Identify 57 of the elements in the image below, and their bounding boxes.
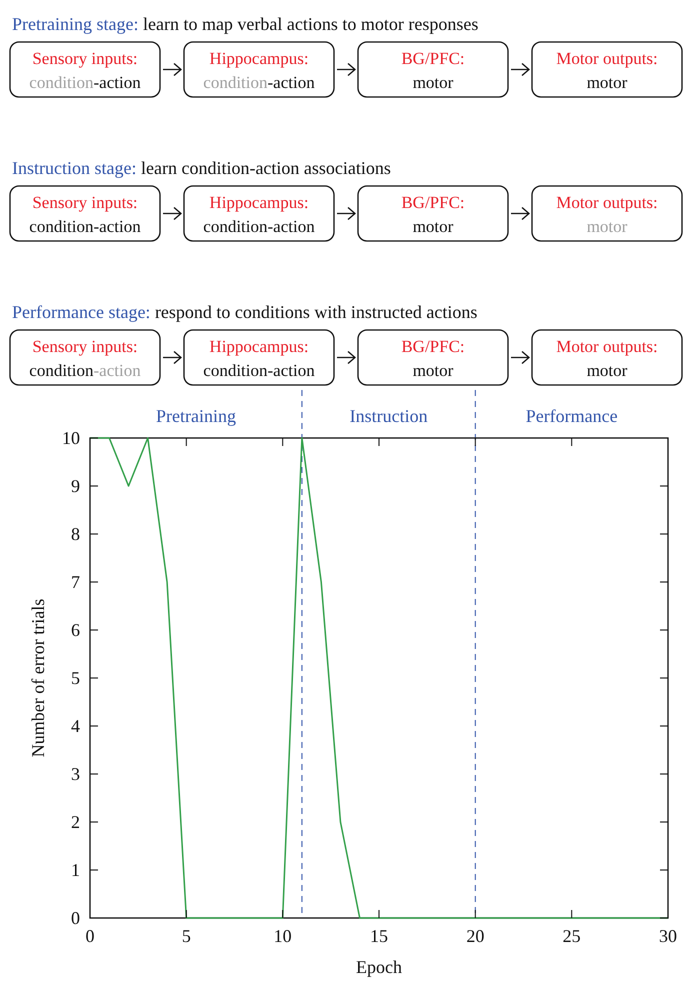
text: motor — [412, 217, 454, 236]
x-tick-label: 10 — [274, 926, 292, 946]
x-tick-label: 20 — [466, 926, 484, 946]
x-tick-label: 5 — [182, 926, 191, 946]
text: Instruction stage: — [12, 158, 136, 178]
text: motor — [412, 73, 454, 92]
text: motor — [586, 73, 628, 92]
text: -action — [94, 73, 142, 92]
y-tick-label: 10 — [62, 428, 80, 448]
text: learn to map verbal actions to motor responses — [138, 14, 478, 34]
y-tick-label: 1 — [71, 860, 80, 880]
x-tick-label: 0 — [86, 926, 94, 946]
text: Sensory inputs: — [32, 49, 138, 68]
text: learn condition-action associations — [136, 158, 391, 178]
text: Performance — [526, 406, 618, 426]
y-tick-label: 9 — [71, 476, 80, 496]
text: motor — [586, 361, 628, 380]
text: respond to conditions with instructed actions — [150, 302, 478, 322]
text: Hippocampus: — [209, 49, 309, 68]
text: motor — [586, 217, 628, 236]
text: BG/PFC: — [401, 193, 465, 212]
text: Motor outputs: — [556, 193, 658, 212]
line-series — [89, 437, 669, 919]
y-tick-label: 8 — [71, 524, 80, 544]
text: BG/PFC: — [401, 337, 465, 356]
x-axis-title: Epoch — [356, 957, 402, 977]
text: Sensory inputs: — [32, 193, 138, 212]
text: condition — [29, 361, 94, 380]
text: condition-action — [29, 217, 142, 236]
y-tick-label: 5 — [71, 668, 80, 688]
text: BG/PFC: — [401, 49, 465, 68]
text: condition-action — [203, 217, 316, 236]
text: Pretraining — [156, 406, 236, 426]
text: Instruction — [350, 406, 428, 426]
x-tick-label: 25 — [562, 926, 581, 946]
y-tick-label: 0 — [71, 908, 80, 928]
text: Performance stage: — [12, 302, 150, 322]
text: -action — [94, 361, 142, 380]
x-tick-label: 30 — [659, 926, 677, 946]
y-tick-label: 2 — [71, 812, 80, 832]
text: condition — [203, 73, 268, 92]
text: motor — [412, 361, 454, 380]
y-axis-title: Number of error trials — [28, 598, 48, 758]
text: condition-action — [203, 361, 316, 380]
y-tick-label: 7 — [71, 572, 80, 592]
text: condition — [29, 73, 94, 92]
text: Pretraining stage: — [12, 14, 138, 34]
text: Sensory inputs: — [32, 337, 138, 356]
text: Motor outputs: — [556, 49, 658, 68]
x-tick-label: 15 — [370, 926, 388, 946]
text: Hippocampus: — [209, 337, 309, 356]
y-tick-label: 3 — [71, 764, 80, 784]
text: -action — [268, 73, 316, 92]
y-tick-label: 6 — [71, 620, 80, 640]
text: Motor outputs: — [556, 337, 658, 356]
y-tick-label: 4 — [71, 716, 80, 736]
text: Hippocampus: — [209, 193, 309, 212]
